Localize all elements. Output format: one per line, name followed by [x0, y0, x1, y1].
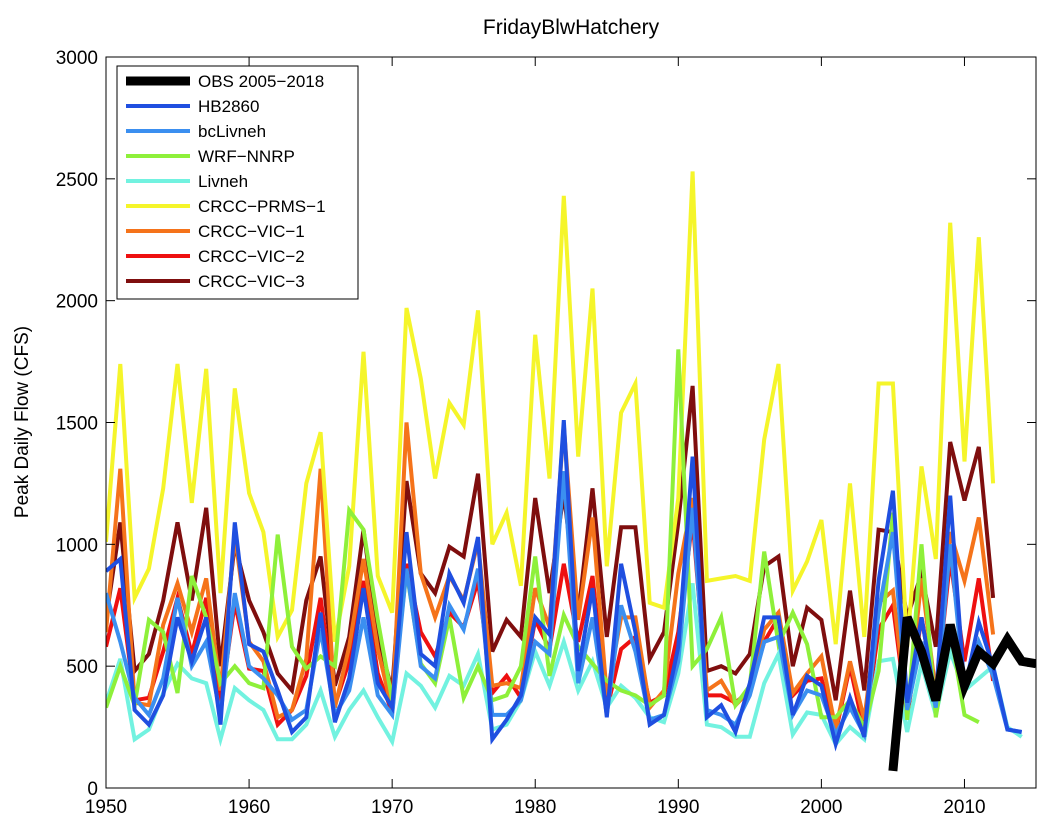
y-tick-label: 2500	[56, 170, 98, 191]
legend-label-bclivneh: bcLivneh	[198, 122, 266, 141]
legend: OBS 2005−2018 HB2860 bcLivneh WRF−NNRP Livne…	[116, 65, 359, 300]
series-line-hb2860	[106, 419, 1023, 752]
y-axis-label: Peak Daily Flow (CFS)	[12, 326, 33, 518]
x-tick-label: 1950	[85, 797, 127, 818]
series-line-crcc-vic-3	[106, 385, 996, 701]
y-tick-label: 0	[87, 779, 98, 800]
x-tick-label: 1960	[228, 797, 270, 818]
legend-label-crcc-vic-2: CRCC−VIC−2	[198, 247, 305, 266]
series-layer	[106, 171, 1036, 772]
legend-label-crcc-vic-3: CRCC−VIC−3	[198, 272, 305, 291]
series-line-crcc-prms-1	[106, 171, 996, 647]
y-tick-label: 3000	[56, 48, 98, 69]
y-tick-label: 2000	[56, 292, 98, 313]
x-tick-label: 1970	[371, 797, 413, 818]
y-tick-label: 500	[66, 657, 98, 678]
axes-layer: 1950 1960 1970 1980 1990 2000 2010 0 500 1000 1500…	[56, 48, 1037, 818]
series-line-wrf-nnrp	[106, 349, 980, 733]
series-line-obs-2005-2018	[888, 615, 1036, 772]
y-tick-label: 1500	[56, 414, 98, 435]
legend-label-livneh: Livneh	[198, 172, 248, 191]
legend-label-obs-2005-2018: OBS 2005−2018	[198, 72, 324, 91]
y-tick-label: 1000	[56, 535, 98, 556]
x-tick-label: 1990	[657, 797, 699, 818]
x-tick-label: 1980	[514, 797, 556, 818]
legend-label-wrf-nnrp: WRF−NNRP	[198, 147, 295, 166]
legend-label-crcc-prms-1: CRCC−PRMS−1	[198, 197, 326, 216]
legend-label-crcc-vic-1: CRCC−VIC−1	[198, 222, 305, 241]
legend-label-hb2860: HB2860	[198, 97, 259, 116]
chart-title: FridayBlwHatchery	[483, 16, 660, 39]
x-tick-label: 2000	[800, 797, 842, 818]
x-tick-label: 2010	[943, 797, 985, 818]
